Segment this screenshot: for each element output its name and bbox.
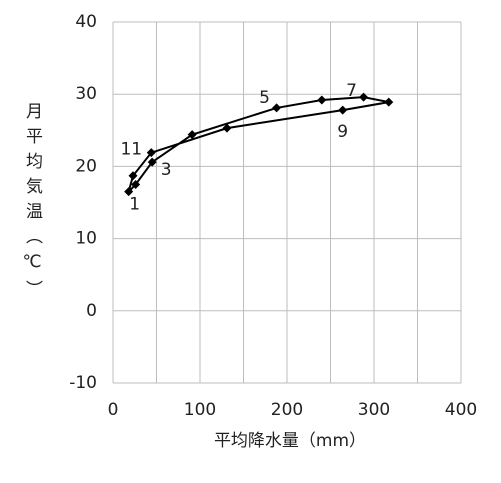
data-point: [146, 148, 156, 158]
data-point: [187, 130, 197, 140]
data-point: [338, 105, 348, 115]
data-point: [128, 171, 138, 181]
y-tick-label: 40: [75, 12, 97, 32]
y-tick-label: 10: [75, 229, 97, 249]
point-label: 11: [120, 140, 142, 160]
x-tick-label: 0: [108, 400, 119, 420]
data-point: [222, 123, 232, 133]
point-label: 5: [259, 88, 270, 108]
x-tick-label: 400: [445, 400, 477, 420]
data-point: [317, 95, 327, 105]
x-tick-label: 200: [271, 400, 303, 420]
x-axis-title: 平均降水量（mm）: [214, 431, 366, 451]
data-point: [147, 157, 157, 167]
data-point: [131, 179, 141, 189]
y-tick-label: 30: [75, 84, 97, 104]
data-point: [124, 187, 134, 197]
point-label: 9: [337, 122, 348, 142]
point-label: 3: [161, 160, 172, 180]
data-point: [272, 103, 282, 113]
x-tick-label: 300: [358, 400, 390, 420]
data-point: [384, 97, 394, 107]
point-label: 1: [129, 195, 140, 215]
y-axis-title: 月平均気温（℃）: [22, 102, 43, 305]
y-tick-label: 20: [75, 156, 97, 176]
x-tick-label: 100: [184, 400, 216, 420]
y-tick-label: -10: [69, 373, 97, 393]
point-label: 7: [346, 81, 357, 101]
y-tick-label: 0: [86, 301, 97, 321]
data-point: [359, 92, 369, 102]
